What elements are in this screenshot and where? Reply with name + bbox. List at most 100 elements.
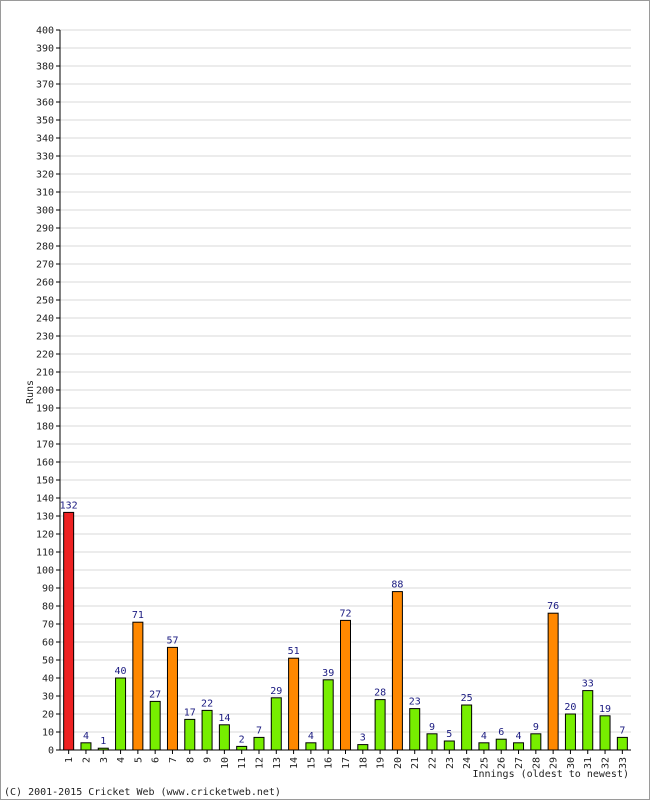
data-label: 9 [533,722,539,733]
bar-innings-28 [530,733,542,751]
x-tick-label: 22 [428,757,439,769]
x-tick-label: 13 [272,757,283,769]
x-tick-label: 16 [324,757,335,769]
x-tick-label: 3 [99,757,110,763]
y-tick-label: 150 [36,476,54,487]
bar-innings-30 [564,713,576,751]
gridlines [60,29,631,733]
bars [63,511,628,751]
bar-innings-13 [270,697,282,751]
bar-innings-23 [443,740,455,751]
bar-innings-11 [236,745,248,751]
y-tick-label: 170 [36,440,54,451]
data-label: 27 [149,689,161,700]
data-label: 3 [360,733,366,744]
data-label: 76 [547,601,559,612]
x-tick-label: 10 [220,757,231,769]
y-tick-label: 110 [36,548,54,559]
bar-innings-9 [201,709,213,751]
data-label: 4 [308,731,314,742]
data-label: 39 [322,668,334,679]
copyright-footer: (C) 2001-2015 Cricket Web (www.cricketwe… [4,787,281,798]
data-label: 9 [429,722,435,733]
bar-innings-7 [166,646,178,751]
y-tick-label: 340 [36,134,54,145]
bar-innings-8 [184,718,196,751]
x-tick-label: 31 [583,757,594,769]
data-label: 72 [339,608,351,619]
x-tick-label: 12 [254,757,265,769]
x-tick-label: 30 [566,757,577,769]
y-tick-label: 200 [36,386,54,397]
y-tick-label: 390 [36,44,54,55]
x-tick-label: 5 [133,757,144,763]
data-label: 19 [599,704,611,715]
data-label: 6 [498,727,504,738]
data-label: 14 [218,713,230,724]
y-tick-label: 90 [42,584,54,595]
x-axis-title: Innings (oldest to newest) [472,769,629,780]
y-tick-label: 300 [36,206,54,217]
bar-innings-18 [357,744,369,751]
x-tick-label: 32 [601,757,612,769]
y-tick-label: 180 [36,422,54,433]
data-label: 4 [481,731,487,742]
y-axis-title: Runs [25,380,36,404]
bar-innings-14 [288,657,300,751]
data-label: 57 [166,635,178,646]
bar-innings-33 [616,736,628,751]
x-tick-label: 7 [168,757,179,763]
bar-innings-4 [115,677,127,751]
y-tick-label: 330 [36,152,54,163]
bar-innings-24 [461,704,473,751]
x-axis-ticks: 1 2 3 4 5 6 7 8 9 10 11 12 13 14 15 16 17 18 19 20 21 22 23 24 2… [64,750,629,769]
x-tick-label: 2 [81,757,92,763]
data-label: 33 [582,679,594,690]
y-tick-label: 130 [36,512,54,523]
bar-innings-6 [149,700,161,751]
data-label: 4 [83,731,89,742]
bar-innings-10 [218,724,230,751]
y-tick-label: 60 [42,638,54,649]
y-tick-label: 310 [36,188,54,199]
x-tick-label: 28 [531,757,542,769]
y-tick-label: 160 [36,458,54,469]
data-label: 7 [256,725,262,736]
data-label: 2 [239,734,245,745]
bar-innings-19 [374,699,386,751]
bar-innings-22 [426,733,438,751]
data-label: 5 [446,729,452,740]
y-axis-ticks: 0 10 20 30 40 50 60 70 80 90 100 110 120 130 140 150 160… [36,26,60,757]
data-label: 29 [270,686,282,697]
x-tick-label: 4 [116,757,127,763]
y-tick-label: 140 [36,494,54,505]
bar-innings-26 [495,738,507,751]
x-tick-label: 11 [237,757,248,769]
x-tick-label: 17 [341,757,352,769]
data-label: 71 [132,610,144,621]
data-label: 25 [461,693,473,704]
data-label: 40 [115,666,127,677]
bar-innings-5 [132,621,144,751]
bar-innings-27 [513,742,525,751]
data-label: 1 [100,736,106,747]
bar-innings-17 [340,619,351,751]
x-tick-label: 23 [445,757,456,769]
y-tick-label: 20 [42,710,54,721]
bar-innings-32 [599,715,611,751]
data-label: 28 [374,688,386,699]
data-label: 23 [409,697,421,708]
y-tick-label: 380 [36,62,54,73]
x-tick-label: 29 [549,757,560,769]
y-tick-label: 100 [36,566,54,577]
bar-innings-12 [253,736,265,751]
y-tick-label: 50 [42,656,54,667]
y-tick-label: 350 [36,116,54,127]
axes [59,30,631,751]
y-tick-label: 120 [36,530,54,541]
y-tick-label: 320 [36,170,54,181]
bar-innings-31 [582,690,594,751]
x-tick-label: 6 [151,757,162,763]
